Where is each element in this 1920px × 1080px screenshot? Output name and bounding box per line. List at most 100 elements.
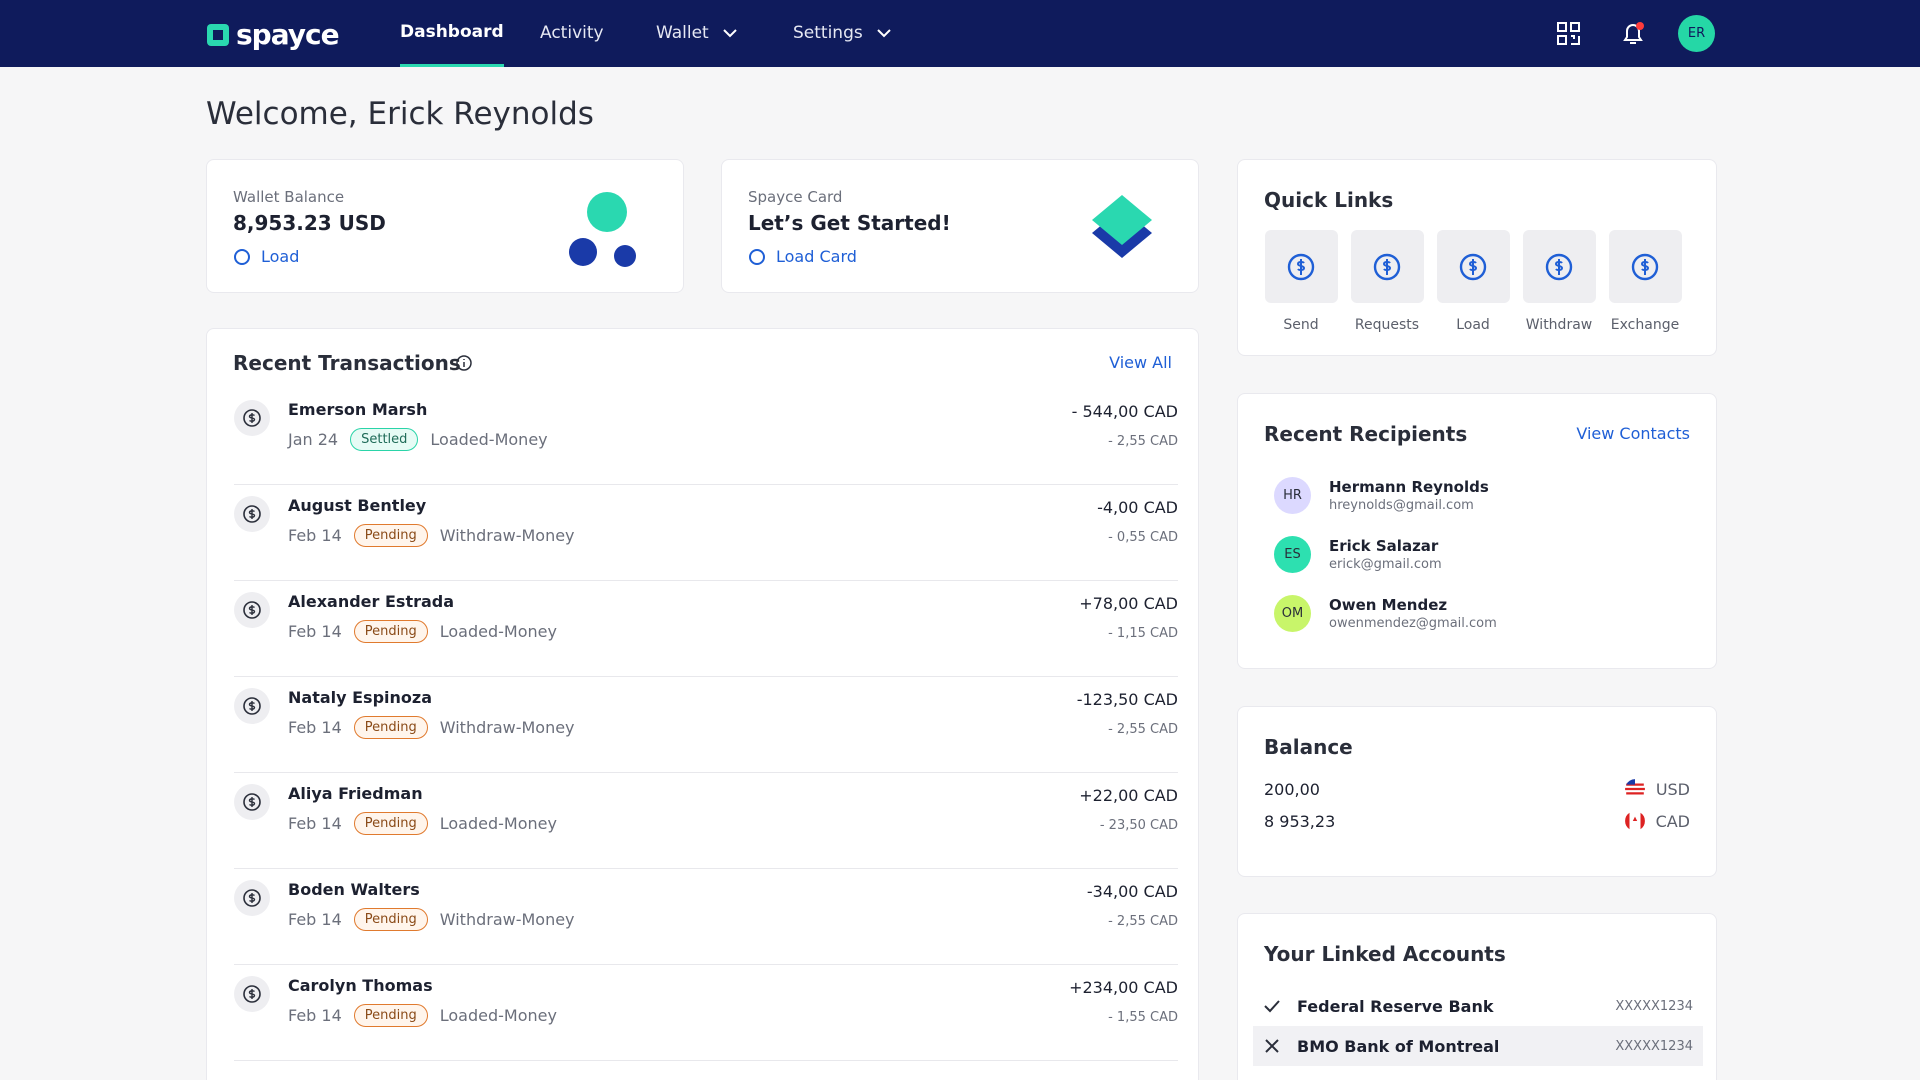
bell-icon[interactable] [1620,21,1646,47]
recipient-email: erick@gmail.com [1329,557,1442,572]
balance-card: Balance 200,00 USD 8 953,23 CAD [1237,706,1717,877]
recipient[interactable]: ES Erick Salazar erick@gmail.com [1274,536,1442,573]
transaction-row[interactable]: August Bentley Feb 14 Pending Withdraw-Mone… [234,484,1178,581]
recipient[interactable]: OM Owen Mendez owenmendez@gmail.com [1274,595,1497,632]
icon [749,248,765,265]
bank-name: Federal Reserve Bank [1297,996,1494,1016]
coin [243,793,261,811]
tx-meta: Feb 14 Pending Loaded-Money [288,620,557,643]
tx-fee: - 1,55 CAD [1108,1010,1178,1025]
icon [1459,253,1487,280]
info-icon[interactable] [455,354,473,372]
bank-name: BMO Bank of Montreal [1297,1036,1500,1056]
icon [1631,253,1659,280]
tx-meta: Feb 14 Pending Withdraw-Money [288,524,575,547]
tx-date: Feb 14 [288,622,342,641]
tx-fee: - 2,55 CAD [1108,722,1178,737]
user-avatar[interactable]: ER [1678,15,1715,52]
chevron [723,29,737,38]
nav-item[interactable]: Activity [540,0,604,67]
recipient-name: Owen Mendez [1329,596,1448,614]
icon [1373,253,1401,280]
quick-links-card: Quick Links Send Requests Load Withdraw Exch… [1237,159,1717,356]
tx-date: Feb 14 [288,718,342,737]
icon [1545,253,1573,280]
coin [243,889,261,907]
nav-item[interactable]: Dashboard [400,0,504,67]
status-badge: Settled [350,428,419,451]
tx-icon [234,688,270,724]
recipient[interactable]: HR Hermann Reynolds hreynolds@gmail.com [1274,477,1489,514]
logo[interactable]: spayce [206,18,340,51]
view-all[interactable]: View All [1109,353,1172,372]
spayce-card: Spayce Card Let’s Get Started! Load Card [721,159,1199,293]
account-number: XXXXX1234 [1615,998,1693,1014]
quick-link-label: Exchange [1610,317,1680,333]
tx-date: Feb 14 [288,814,342,833]
quick-link-icon [1522,230,1596,303]
transaction-row[interactable]: Aliya Friedman Feb 14 Pending Loaded-Money +… [234,772,1178,869]
quick-link-label: Load [1456,317,1490,333]
tx-name: Boden Walters [288,880,420,899]
headline: Let’s Get Started! [748,211,951,235]
tx-icon [234,976,270,1012]
transaction-row[interactable]: Boden Walters Feb 14 Pending Withdraw-Money… [234,868,1178,965]
quick-link[interactable]: Requests [1344,230,1430,333]
tx-name: August Bentley [288,496,427,515]
quick-link[interactable]: Withdraw [1516,230,1602,333]
tx-type: Withdraw-Money [439,910,575,929]
transaction-row[interactable]: Emerson Marsh Jan 24 Settled Loaded-Money - … [234,388,1178,485]
tx-type: Loaded-Money [439,814,557,833]
recipient-email: owenmendez@gmail.com [1329,616,1497,631]
coin [243,409,261,427]
coin [243,601,261,619]
flag [1624,779,1645,799]
quick-link[interactable]: Send [1258,230,1344,333]
tx-meta: Feb 14 Pending Withdraw-Money [288,716,575,739]
quick-link[interactable]: Load [1430,230,1516,333]
linked-account[interactable]: BMO Bank of Montreal XXXXX1234 [1253,1026,1703,1066]
title: Balance [1264,735,1353,759]
recipient-name: Hermann Reynolds [1329,478,1489,496]
nav-item[interactable]: Wallet [656,0,737,67]
tx-date: Feb 14 [288,1006,342,1025]
tx-icon [234,496,270,532]
load-link[interactable]: Load [233,247,299,266]
transactions-card: Recent Transactions View All Emerson Mar… [206,328,1199,1080]
top-nav: spayce Dashboard Activity Wallet Settings E… [0,0,1920,67]
coin [243,505,261,523]
tx-type: Withdraw-Money [439,526,575,545]
nav-item[interactable]: Settings [793,0,891,67]
icon [1287,253,1315,280]
welcome: Welcome, Erick Reynolds [206,96,594,132]
load-card-link[interactable]: Load Card [748,247,857,266]
qr-icon[interactable] [1556,21,1581,46]
tx-date: Jan 24 [288,430,339,449]
logo-icon [207,23,229,46]
nav-label: Activity [540,23,604,43]
amount: 8,953.23 USD [233,211,386,235]
title: Recent Transactions [233,351,461,375]
transaction-row[interactable]: Carolyn Thomas Feb 14 Pending Loaded-Money +… [234,964,1178,1061]
quick-link[interactable]: Exchange [1602,230,1688,333]
tx-meta: Feb 14 Pending Loaded-Money [288,812,557,835]
tx-amount: +78,00 CAD [1079,594,1178,613]
tx-amount: - 544,00 CAD [1071,402,1178,421]
tx-name: Carolyn Thomas [288,976,433,995]
title: Recent Recipients [1264,422,1468,446]
card-illustration [1092,195,1152,258]
tx-fee: - 2,55 CAD [1108,434,1178,449]
tx-meta: Jan 24 Settled Loaded-Money [288,428,548,451]
tx-fee: - 23,50 CAD [1099,818,1178,833]
flag [1624,811,1645,831]
tx-amount: -123,50 CAD [1076,690,1178,709]
transaction-row[interactable]: Alexander Estrada Feb 14 Pending Loaded-Mon… [234,580,1178,677]
transaction-row[interactable]: Nataly Espinoza Feb 14 Pending Withdraw-Mon… [234,676,1178,773]
balance-currency: USD [1624,778,1690,800]
quick-link-icon [1608,230,1682,303]
view-contacts[interactable]: View Contacts [1576,424,1690,443]
linked-account[interactable]: Federal Reserve Bank XXXXX1234 [1253,986,1703,1026]
quick-link-icon [1264,230,1338,303]
icon [234,248,250,265]
